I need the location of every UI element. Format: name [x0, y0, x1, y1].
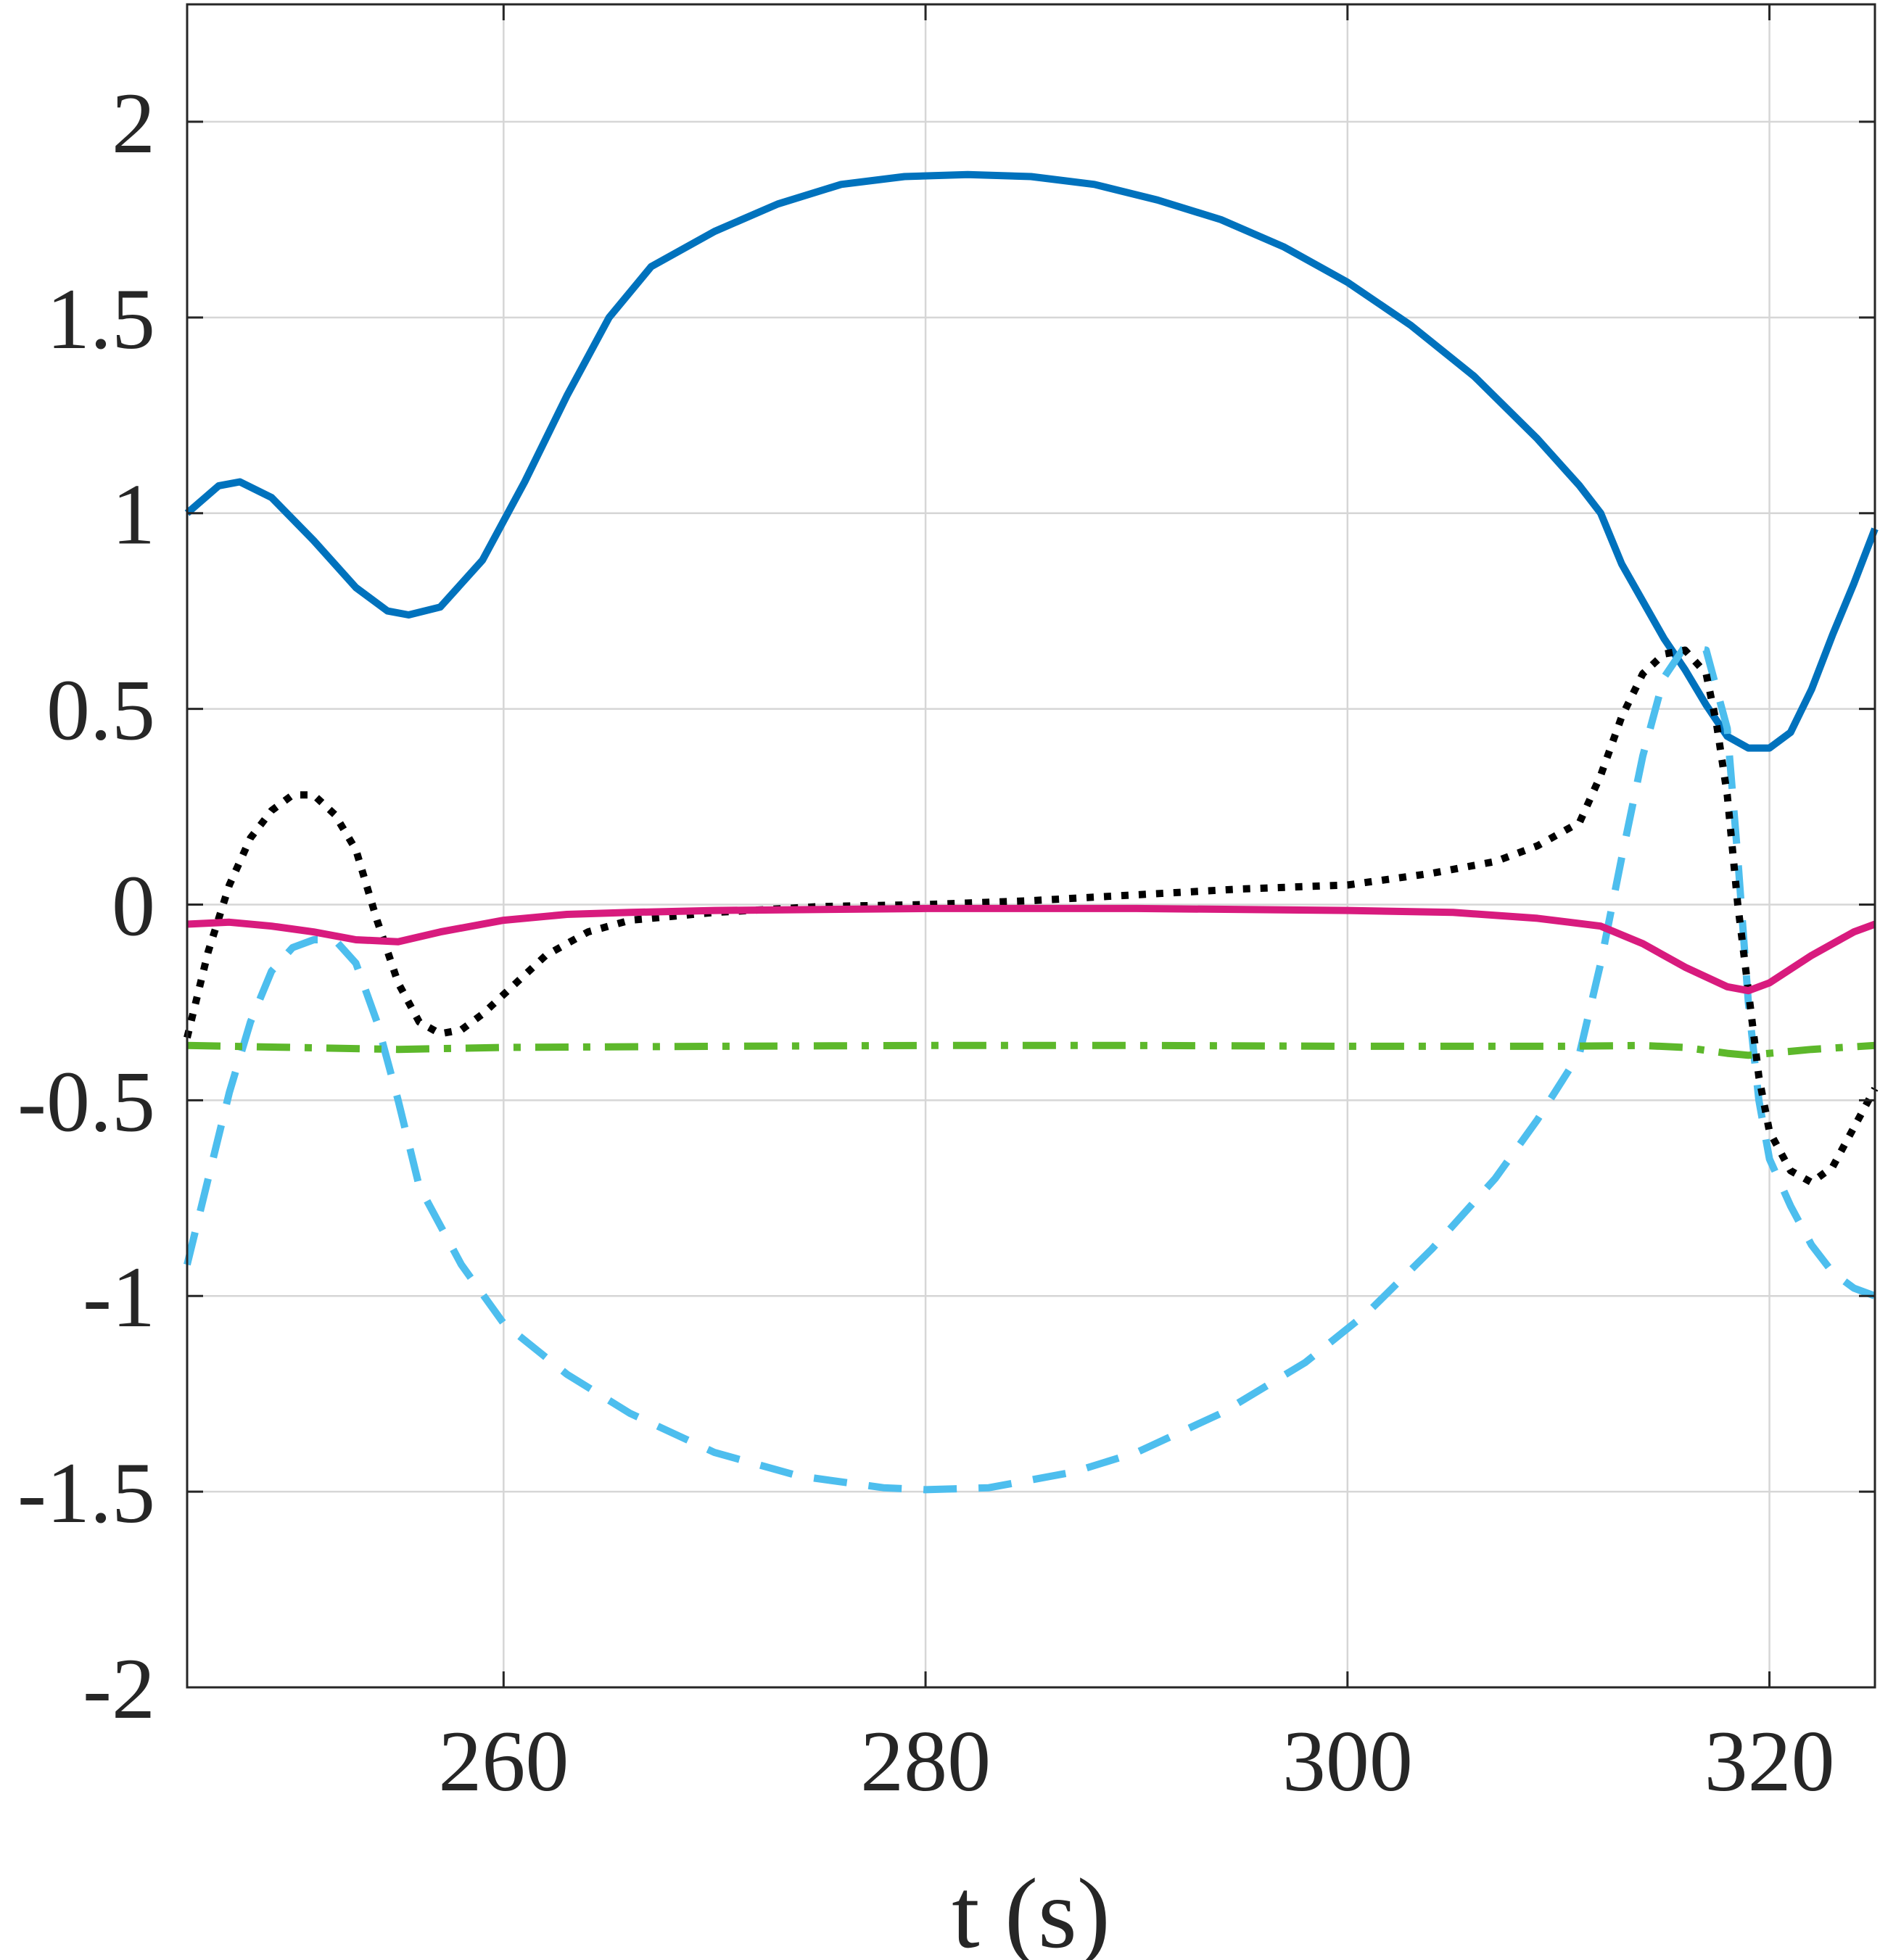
x-tick-label: 260: [438, 1713, 569, 1809]
x-tick-label: 300: [1282, 1713, 1413, 1809]
series-line-3: [184, 646, 1879, 1186]
plot-frame: [186, 3, 1876, 1689]
y-tick-labels: 2 1.5 1 0.5 0 -0.5 -1 -1.5 -2: [17, 75, 155, 1737]
x-axis-label: t (s): [952, 1858, 1110, 1960]
series-line-1: [184, 170, 1879, 752]
y-tick-label: -1.5: [17, 1444, 155, 1541]
series-line-2: [184, 642, 1876, 1494]
series-layer: [184, 170, 1879, 1494]
y-tick-label: 1: [112, 466, 155, 563]
y-tick-label: 0.5: [46, 662, 155, 758]
y-tick-label: -2: [83, 1640, 155, 1737]
x-tick-label: 320: [1704, 1713, 1835, 1809]
series-line-4: [186, 904, 1876, 995]
series-line-5: [186, 1041, 1876, 1059]
x-tick-label: 280: [860, 1713, 991, 1809]
grid-lines: [187, 4, 1875, 1689]
y-tick-label: 1.5: [46, 270, 155, 367]
x-tick-labels: 260 280 300 320: [438, 1713, 1834, 1809]
y-tick-label: -1: [83, 1249, 155, 1345]
y-tick-label: 0: [112, 857, 155, 954]
axis-ticks: [187, 4, 1875, 1689]
y-tick-label: -0.5: [17, 1053, 155, 1149]
y-tick-label: 2: [112, 75, 155, 171]
